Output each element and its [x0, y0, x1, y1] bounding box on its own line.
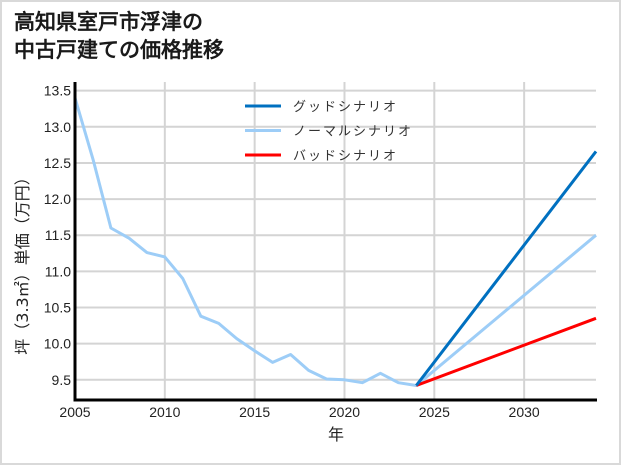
y-tick-label: 12.5 — [44, 155, 71, 171]
chart-title: 高知県室戸市浮津の 中古戸建ての価格推移 — [14, 10, 224, 62]
x-tick-label: 2020 — [329, 404, 360, 420]
gridlines — [75, 82, 596, 400]
x-tick-label: 2030 — [509, 404, 540, 420]
y-tick-label: 13.5 — [44, 83, 71, 99]
x-tick-label: 2005 — [59, 404, 90, 420]
legend-label: バッドシナリオ — [293, 149, 398, 164]
x-tick-label: 2015 — [239, 404, 270, 420]
y-tick-label: 11.0 — [45, 263, 71, 279]
series-line — [73, 97, 597, 387]
series-line — [415, 150, 598, 387]
y-tick-label: 12.0 — [44, 191, 71, 207]
y-axis-ticks: 9.5 10.0 10.5 11.0 11.5 12.0 12.5 13.0 13.5 — [44, 83, 71, 388]
y-tick-label: 13.0 — [44, 119, 71, 135]
y-tick-label: 10.0 — [44, 336, 71, 352]
series-line — [415, 316, 597, 387]
y-tick-label: 9.5 — [52, 372, 72, 388]
x-axis-ticks: 2005 2010 2015 2020 2025 2030 — [59, 404, 539, 420]
axes — [73, 82, 597, 402]
series-lines — [73, 97, 598, 387]
y-axis-label: 坪（3.3㎡）単価（万円） — [13, 169, 32, 354]
y-tick-label: 10.5 — [44, 299, 71, 315]
x-tick-label: 2010 — [149, 404, 180, 420]
legend-label: グッドシナリオ — [293, 100, 398, 115]
x-tick-label: 2025 — [419, 404, 450, 420]
legend-label: ノーマルシナリオ — [293, 125, 413, 140]
y-tick-label: 11.5 — [45, 227, 71, 243]
x-axis-label: 年 — [328, 425, 344, 444]
